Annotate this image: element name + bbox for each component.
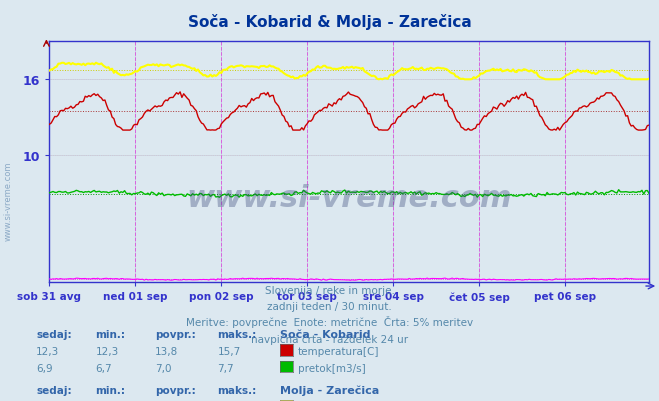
Text: temperatura[C]: temperatura[C] [298,346,380,356]
Text: Slovenija / reke in morje.: Slovenija / reke in morje. [264,286,395,296]
Text: 6,9: 6,9 [36,363,53,373]
Text: Meritve: povprečne  Enote: metrične  Črta: 5% meritev: Meritve: povprečne Enote: metrične Črta:… [186,316,473,328]
Text: 6,7: 6,7 [96,363,112,373]
Text: povpr.:: povpr.: [155,385,196,395]
Text: Molja - Zarečica: Molja - Zarečica [280,385,380,395]
Text: Soča - Kobarid & Molja - Zarečica: Soča - Kobarid & Molja - Zarečica [188,14,471,30]
Text: 15,7: 15,7 [217,346,241,356]
Text: min.:: min.: [96,330,126,340]
Text: sedaj:: sedaj: [36,385,72,395]
Text: www.si-vreme.com: www.si-vreme.com [186,184,512,213]
Text: 7,7: 7,7 [217,363,234,373]
Text: maks.:: maks.: [217,330,257,340]
Text: maks.:: maks.: [217,385,257,395]
Text: sedaj:: sedaj: [36,330,72,340]
Text: 12,3: 12,3 [96,346,119,356]
Text: min.:: min.: [96,385,126,395]
Text: 13,8: 13,8 [155,346,178,356]
Text: Soča - Kobarid: Soča - Kobarid [280,330,370,340]
Text: www.si-vreme.com: www.si-vreme.com [3,161,13,240]
Text: navpična črta - razdelek 24 ur: navpična črta - razdelek 24 ur [251,333,408,344]
Text: pretok[m3/s]: pretok[m3/s] [298,363,366,373]
Text: 7,0: 7,0 [155,363,171,373]
Text: 12,3: 12,3 [36,346,59,356]
Text: zadnji teden / 30 minut.: zadnji teden / 30 minut. [267,302,392,312]
Text: povpr.:: povpr.: [155,330,196,340]
